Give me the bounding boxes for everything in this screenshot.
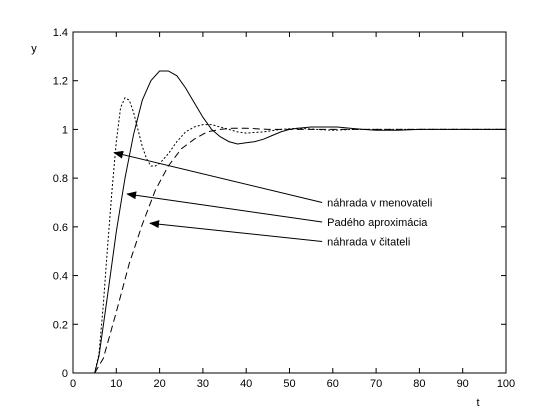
annotation-label: náhrada v menovateli	[327, 198, 432, 210]
y-tick-label: 0	[62, 368, 68, 380]
y-tick-label: 0.4	[53, 271, 68, 283]
y-tick-label: 0.6	[53, 222, 68, 234]
x-tick-label: 40	[240, 378, 252, 390]
annotation-label: Padého aproximácia	[327, 217, 428, 229]
series-layer	[94, 70, 506, 374]
x-tick-label: 80	[413, 378, 425, 390]
y-tick-label: 0.8	[53, 173, 68, 185]
annotation-arrow	[126, 191, 323, 223]
x-tick-label: 100	[497, 378, 515, 390]
x-tick-label: 10	[110, 378, 122, 390]
series-line-3	[94, 127, 506, 374]
x-axis-label: t	[476, 397, 479, 409]
series-line-2	[94, 97, 506, 374]
y-tick-label: 1.4	[53, 27, 68, 39]
x-tick-label: 90	[457, 378, 469, 390]
plot-area	[72, 31, 507, 374]
x-tick-label: 50	[283, 378, 295, 390]
annotation-label: náhrada v čitateli	[327, 236, 410, 248]
y-tick-label: 1	[62, 124, 68, 136]
y-tick-label: 0.2	[53, 319, 68, 331]
x-tick-label: 20	[153, 378, 165, 390]
x-tick-label: 0	[70, 378, 76, 390]
y-axis-label: y	[31, 43, 37, 55]
axis-ticks: 0 10 20 30 40 50 60 70 80 90 100 0 0.2 0.4 0.6 0.8 1 1.2 1…	[53, 27, 515, 390]
annotation-arrow	[113, 150, 323, 203]
x-tick-label: 70	[370, 378, 382, 390]
y-tick-label: 1.2	[53, 76, 68, 88]
series-line-1	[94, 70, 506, 374]
x-tick-label: 60	[327, 378, 339, 390]
annotation-arrow	[149, 220, 323, 242]
annotations-layer: náhrada v menovateli Padého aproximácia ná…	[113, 150, 432, 248]
x-tick-label: 30	[197, 378, 209, 390]
